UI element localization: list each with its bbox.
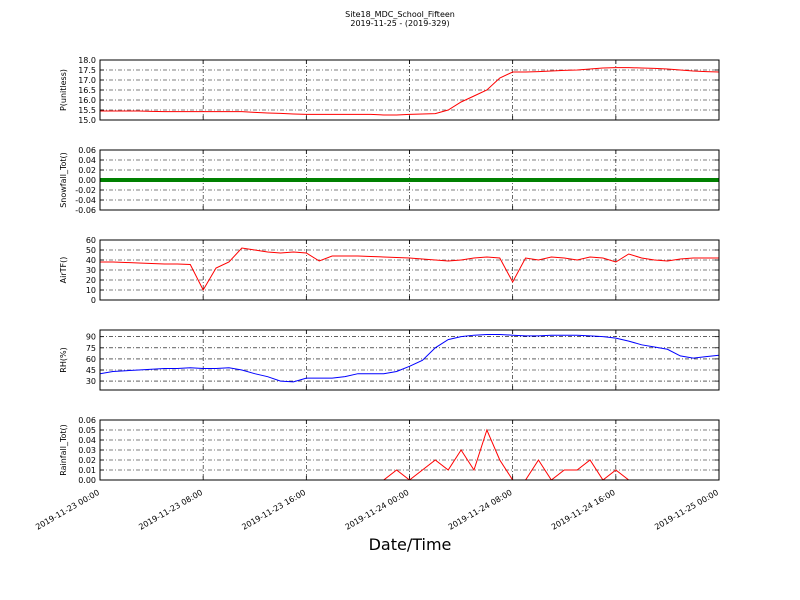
y-tick-label: 45 — [86, 366, 96, 375]
y-tick-label: 30 — [86, 377, 96, 386]
y-tick-label: -0.04 — [75, 196, 96, 205]
x-tick-label: 2019-11-23 16:00 — [240, 488, 307, 532]
axes-frame — [99, 329, 720, 391]
y-tick-label: 0.04 — [78, 156, 96, 165]
data-line — [100, 428, 719, 480]
y-tick-label: 16.5 — [78, 86, 96, 95]
plot-area — [100, 333, 719, 383]
y-tick-label: 30 — [86, 266, 96, 275]
y-tick-label: 0.02 — [78, 456, 96, 465]
data-line — [100, 67, 719, 116]
y-axis-label: AirTF() — [59, 257, 68, 284]
x-axis-label: Date/Time — [369, 535, 452, 554]
y-tick-label: 0 — [91, 296, 96, 305]
y-tick-label: 75 — [86, 344, 96, 353]
plot-area — [100, 428, 719, 480]
y-tick-label: 20 — [86, 276, 96, 285]
chart-subtitle: 2019-11-25 - (2019-329) — [350, 19, 449, 28]
plot-area — [100, 67, 719, 116]
y-tick-label: 50 — [86, 246, 96, 255]
chart-title: Site18_MDC_School_Fifteen — [345, 10, 455, 19]
data-line — [100, 247, 719, 292]
y-tick-label: 17.0 — [78, 76, 96, 85]
x-tick-label: 2019-11-24 16:00 — [550, 488, 617, 532]
y-tick-label: 90 — [86, 333, 96, 342]
y-tick-label: 0.01 — [78, 466, 96, 475]
y-axis-label: Snowfall_Tot() — [59, 152, 68, 208]
x-tick-label: 2019-11-23 08:00 — [137, 488, 204, 532]
axes-frame — [99, 239, 720, 301]
y-tick-label: 0.06 — [78, 146, 96, 155]
y-tick-label: 0.04 — [78, 436, 96, 445]
axes-frame — [99, 419, 720, 481]
x-tick-label: 2019-11-23 00:00 — [34, 488, 101, 532]
y-axis-label: RH(%) — [59, 347, 68, 372]
y-tick-label: 0.02 — [78, 166, 96, 175]
axes-frame — [99, 59, 720, 121]
y-tick-label: -0.02 — [75, 186, 96, 195]
y-tick-label: 60 — [86, 236, 96, 245]
y-tick-label: 18.0 — [78, 56, 96, 65]
y-tick-label: 17.5 — [78, 66, 96, 75]
y-tick-label: 40 — [86, 256, 96, 265]
data-line — [100, 333, 719, 383]
plot-area — [100, 247, 719, 292]
y-tick-label: 10 — [86, 286, 96, 295]
y-tick-label: 0.03 — [78, 446, 96, 455]
y-tick-label: 16.0 — [78, 96, 96, 105]
x-tick-label: 2019-11-24 08:00 — [447, 488, 514, 532]
y-axis-label: P(unitless) — [59, 69, 68, 111]
x-tick-label: 2019-11-25 00:00 — [653, 488, 720, 532]
y-tick-label: 0.00 — [78, 476, 96, 485]
y-tick-label: 0.06 — [78, 416, 96, 425]
x-tick-label: 2019-11-24 00:00 — [344, 488, 411, 532]
y-tick-label: 60 — [86, 355, 96, 364]
y-tick-label: -0.06 — [75, 206, 96, 215]
y-tick-label: 15.5 — [78, 106, 96, 115]
axes-frame — [99, 149, 720, 211]
y-axis-label: Rainfall_Tot() — [59, 424, 68, 476]
y-tick-label: 15.0 — [78, 116, 96, 125]
y-tick-label: 0.00 — [78, 176, 96, 185]
y-tick-label: 0.05 — [78, 426, 96, 435]
